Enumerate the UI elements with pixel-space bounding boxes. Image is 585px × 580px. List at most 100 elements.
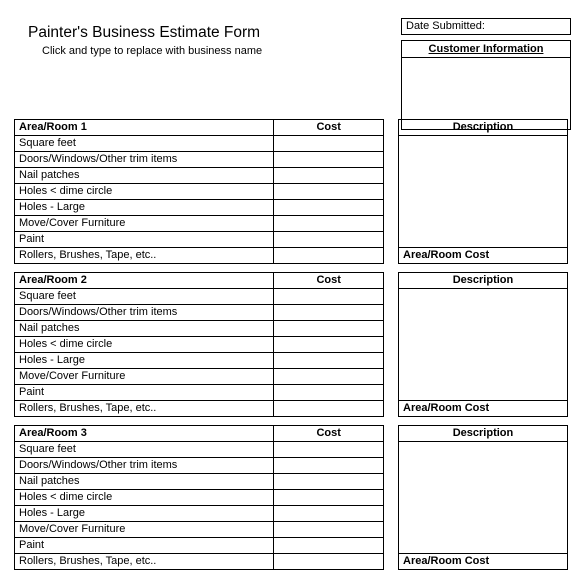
item-cost-cell[interactable]: [274, 248, 384, 264]
item-cost-cell[interactable]: [274, 136, 384, 152]
table-row: Nail patches: [15, 321, 384, 337]
table-row: Doors/Windows/Other trim items: [15, 305, 384, 321]
area-cost-footer: Area/Room Cost: [399, 553, 567, 569]
item-label: Move/Cover Furniture: [15, 522, 274, 538]
item-cost-cell[interactable]: [274, 385, 384, 401]
item-label: Paint: [15, 538, 274, 554]
description-box: Description Area/Room Cost: [398, 272, 568, 417]
table-row: Move/Cover Furniture: [15, 369, 384, 385]
customer-info-header: Customer Information: [402, 41, 570, 58]
date-submitted-field[interactable]: Date Submitted:: [401, 18, 571, 35]
area-items-table: Area/Room 2CostSquare feetDoors/Windows/…: [14, 272, 384, 417]
sections-container: Area/Room 1CostSquare feetDoors/Windows/…: [14, 119, 571, 570]
customer-info-box[interactable]: Customer Information: [401, 40, 571, 130]
table-row: Holes < dime circle: [15, 184, 384, 200]
description-body[interactable]: [399, 442, 567, 553]
table-row: Holes - Large: [15, 353, 384, 369]
table-row: Doors/Windows/Other trim items: [15, 152, 384, 168]
item-cost-cell[interactable]: [274, 216, 384, 232]
area-cost-footer: Area/Room Cost: [399, 400, 567, 416]
cost-header: Cost: [274, 120, 384, 136]
table-row: Rollers, Brushes, Tape, etc..: [15, 248, 384, 264]
item-label: Square feet: [15, 442, 274, 458]
table-row: Paint: [15, 385, 384, 401]
area-title-header: Area/Room 3: [15, 426, 274, 442]
item-cost-cell[interactable]: [274, 458, 384, 474]
item-cost-cell[interactable]: [274, 474, 384, 490]
item-cost-cell[interactable]: [274, 538, 384, 554]
table-row: Paint: [15, 538, 384, 554]
table-row: Holes < dime circle: [15, 490, 384, 506]
table-row: Paint: [15, 232, 384, 248]
area-cost-footer: Area/Room Cost: [399, 247, 567, 263]
item-cost-cell[interactable]: [274, 490, 384, 506]
item-label: Holes - Large: [15, 353, 274, 369]
item-label: Holes < dime circle: [15, 490, 274, 506]
area-title-header: Area/Room 1: [15, 120, 274, 136]
item-cost-cell[interactable]: [274, 522, 384, 538]
item-label: Nail patches: [15, 168, 274, 184]
item-cost-cell[interactable]: [274, 442, 384, 458]
description-header: Description: [399, 426, 567, 442]
item-label: Doors/Windows/Other trim items: [15, 305, 274, 321]
item-label: Square feet: [15, 136, 274, 152]
item-cost-cell[interactable]: [274, 353, 384, 369]
item-cost-cell[interactable]: [274, 321, 384, 337]
right-column: Date Submitted: Customer Information: [401, 12, 571, 130]
item-label: Holes < dime circle: [15, 337, 274, 353]
item-label: Square feet: [15, 289, 274, 305]
cost-header: Cost: [274, 426, 384, 442]
item-cost-cell[interactable]: [274, 554, 384, 570]
title-block: Painter's Business Estimate Form Click a…: [14, 12, 262, 57]
page-title: Painter's Business Estimate Form: [28, 24, 262, 42]
item-label: Move/Cover Furniture: [15, 369, 274, 385]
table-row: Square feet: [15, 442, 384, 458]
item-label: Doors/Windows/Other trim items: [15, 458, 274, 474]
description-body[interactable]: [399, 136, 567, 247]
table-row: Nail patches: [15, 474, 384, 490]
item-cost-cell[interactable]: [274, 184, 384, 200]
table-row: Rollers, Brushes, Tape, etc..: [15, 401, 384, 417]
item-label: Rollers, Brushes, Tape, etc..: [15, 248, 274, 264]
table-row: Nail patches: [15, 168, 384, 184]
page-subtitle[interactable]: Click and type to replace with business …: [28, 42, 262, 57]
table-row: Holes - Large: [15, 506, 384, 522]
description-box: DescriptionArea/Room Cost: [398, 119, 568, 264]
area-items-table: Area/Room 1CostSquare feetDoors/Windows/…: [14, 119, 384, 264]
table-row: Square feet: [15, 136, 384, 152]
item-label: Holes - Large: [15, 506, 274, 522]
item-cost-cell[interactable]: [274, 168, 384, 184]
description-header: Description: [399, 273, 567, 289]
item-cost-cell[interactable]: [274, 369, 384, 385]
area-section: Area/Room 2CostSquare feetDoors/Windows/…: [14, 272, 571, 417]
item-cost-cell[interactable]: [274, 200, 384, 216]
area-title-header: Area/Room 2: [15, 273, 274, 289]
item-cost-cell[interactable]: [274, 401, 384, 417]
table-row: Holes < dime circle: [15, 337, 384, 353]
table-row: Holes - Large: [15, 200, 384, 216]
item-label: Rollers, Brushes, Tape, etc..: [15, 554, 274, 570]
item-cost-cell[interactable]: [274, 232, 384, 248]
date-submitted-label: Date Submitted:: [406, 20, 485, 32]
table-row: Doors/Windows/Other trim items: [15, 458, 384, 474]
item-cost-cell[interactable]: [274, 289, 384, 305]
description-box: Description Area/Room Cost: [398, 425, 568, 570]
item-label: Nail patches: [15, 474, 274, 490]
description-body[interactable]: [399, 289, 567, 400]
item-cost-cell[interactable]: [274, 152, 384, 168]
item-label: Holes < dime circle: [15, 184, 274, 200]
item-cost-cell[interactable]: [274, 506, 384, 522]
item-cost-cell[interactable]: [274, 305, 384, 321]
cost-header: Cost: [274, 273, 384, 289]
item-label: Move/Cover Furniture: [15, 216, 274, 232]
item-label: Paint: [15, 232, 274, 248]
item-label: Holes - Large: [15, 200, 274, 216]
item-cost-cell[interactable]: [274, 337, 384, 353]
estimate-form: Painter's Business Estimate Form Click a…: [0, 0, 585, 570]
table-row: Move/Cover Furniture: [15, 216, 384, 232]
area-section: Area/Room 1CostSquare feetDoors/Windows/…: [14, 119, 571, 264]
item-label: Nail patches: [15, 321, 274, 337]
area-section: Area/Room 3CostSquare feetDoors/Windows/…: [14, 425, 571, 570]
area-items-table: Area/Room 3CostSquare feetDoors/Windows/…: [14, 425, 384, 570]
table-row: Rollers, Brushes, Tape, etc..: [15, 554, 384, 570]
